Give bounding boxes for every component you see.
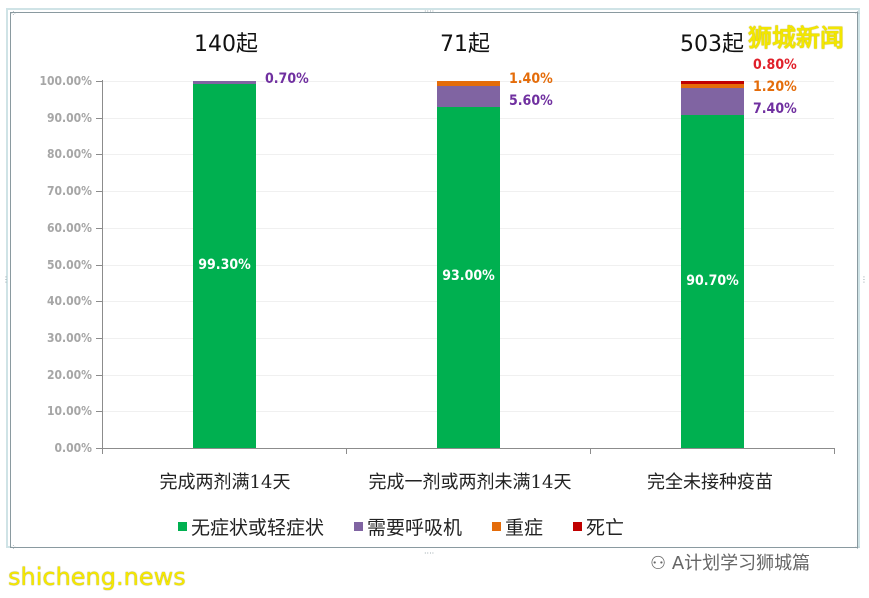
resize-handle-right[interactable]: ⋮ (860, 275, 868, 284)
resize-handle-top[interactable]: ···· (424, 7, 435, 16)
x-axis (102, 448, 835, 449)
y-tick-mark (96, 81, 103, 82)
y-tick-label: 30.00% (47, 330, 92, 345)
legend-swatch-red-icon (573, 522, 583, 531)
x-tick-mark (834, 448, 835, 454)
account-name: A计划学习狮城篇 (671, 553, 811, 574)
bar-segment[interactable] (681, 115, 744, 448)
count-label-3: 503起 (680, 32, 744, 57)
y-tick-mark (96, 154, 103, 156)
legend-label: 需要呼吸机 (367, 517, 463, 539)
data-label: 99.30% (198, 256, 251, 273)
legend-item-respirator[interactable]: 需要呼吸机 (354, 513, 462, 540)
legend-label: 死亡 (586, 517, 625, 539)
legend-item-mild[interactable]: 无症状或轻症状 (178, 513, 324, 540)
y-tick-label: 100.00% (39, 74, 92, 88)
wechat-icon: ⚇ (650, 553, 672, 574)
brand-watermark: 狮城新闻 (748, 24, 844, 52)
legend-swatch-green-icon (178, 522, 187, 531)
y-tick-mark (96, 191, 103, 193)
resize-handle-bottom[interactable]: ···· (424, 549, 435, 558)
x-tick-mark (102, 448, 103, 454)
resize-handle-left[interactable]: ⋮ (2, 275, 10, 284)
y-tick-mark (96, 227, 103, 229)
resize-handle-bottom-right[interactable]: ⁘ (854, 543, 861, 552)
legend-label: 重症 (505, 517, 544, 539)
y-tick-label: 40.00% (47, 294, 92, 309)
data-label: 1.40% (509, 71, 553, 87)
bar-segment[interactable] (681, 83, 744, 88)
legend-label: 无症状或轻症状 (191, 517, 325, 539)
resize-handle-top-left[interactable]: ⁘ (10, 9, 17, 18)
bar-segment[interactable] (193, 83, 256, 448)
data-label: 7.40% (753, 101, 797, 117)
y-tick-mark (96, 411, 103, 413)
x-category-2: 完成一剂或两剂未满14天 (368, 472, 572, 493)
y-tick-label: 20.00% (47, 367, 92, 382)
bar-segment[interactable] (437, 81, 500, 87)
bar-segment[interactable] (437, 86, 500, 107)
x-category-3: 完全未接种疫苗 (647, 472, 773, 493)
data-label: 1.20% (753, 79, 797, 95)
y-tick-label: 70.00% (47, 184, 92, 199)
count-label-1: 140起 (194, 32, 258, 57)
x-tick-mark (346, 448, 347, 454)
bar-segment[interactable] (681, 80, 744, 84)
y-tick-mark (96, 264, 103, 266)
y-tick-mark (96, 448, 103, 449)
y-tick-mark (96, 374, 103, 376)
y-tick-mark (96, 117, 103, 119)
resize-handle-top-right[interactable]: ⁘ (854, 9, 861, 18)
legend-swatch-orange-icon (492, 522, 502, 531)
y-tick-label: 10.00% (47, 404, 92, 419)
data-label: 90.70% (686, 272, 739, 289)
y-tick-mark (96, 337, 103, 339)
resize-handle-bottom-left[interactable]: ⁘ (10, 543, 17, 552)
y-tick-label: 90.00% (47, 110, 92, 125)
data-label: 5.60% (509, 93, 553, 109)
bar-segment[interactable] (193, 81, 256, 84)
y-tick-label: 0.00% (54, 441, 92, 455)
data-label: 0.70% (265, 71, 309, 87)
bar-segment[interactable] (681, 87, 744, 116)
account-watermark: ⚇ A计划学习狮城篇 (650, 549, 810, 575)
x-category-1: 完成两剂满14天 (159, 472, 291, 493)
x-tick-mark (590, 448, 591, 454)
data-label: 93.00% (442, 268, 495, 285)
y-tick-label: 80.00% (47, 147, 92, 162)
legend-item-severe[interactable]: 重症 (492, 513, 543, 540)
legend-item-death[interactable]: 死亡 (573, 513, 624, 540)
chart-legend: 无症状或轻症状 需要呼吸机 重症 死亡 (178, 513, 624, 540)
data-label: 0.80% (753, 57, 797, 73)
y-axis (102, 80, 103, 449)
y-tick-mark (96, 301, 103, 303)
site-watermark: shicheng.news (8, 563, 186, 591)
count-label-2: 71起 (440, 32, 490, 57)
bar-segment[interactable] (437, 106, 500, 448)
y-tick-label: 50.00% (47, 257, 92, 272)
y-tick-label: 60.00% (47, 220, 92, 235)
legend-swatch-purple-icon (354, 522, 364, 531)
